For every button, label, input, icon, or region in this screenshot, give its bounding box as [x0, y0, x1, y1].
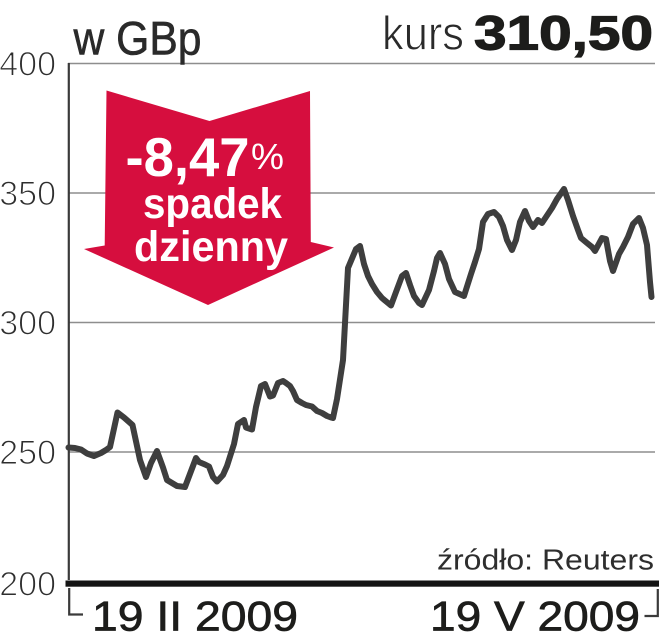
svg-text:400: 400 [0, 46, 56, 84]
svg-text:19 V 2009: 19 V 2009 [430, 593, 640, 640]
svg-text:w GBp: w GBp [73, 13, 202, 66]
svg-text:300: 300 [0, 305, 56, 343]
svg-text:350: 350 [0, 175, 56, 213]
svg-text:%: % [251, 136, 284, 177]
svg-text:19 II 2009: 19 II 2009 [92, 593, 298, 640]
svg-text:200: 200 [0, 566, 56, 604]
svg-text:spadek: spadek [143, 180, 282, 228]
svg-text:310,50: 310,50 [474, 8, 653, 61]
svg-text:250: 250 [0, 434, 56, 472]
svg-text:-8,47: -8,47 [126, 126, 250, 188]
svg-text:dzienny: dzienny [134, 223, 288, 271]
svg-text:źródło: Reuters: źródło: Reuters [437, 545, 654, 577]
svg-text:kurs: kurs [382, 7, 464, 60]
